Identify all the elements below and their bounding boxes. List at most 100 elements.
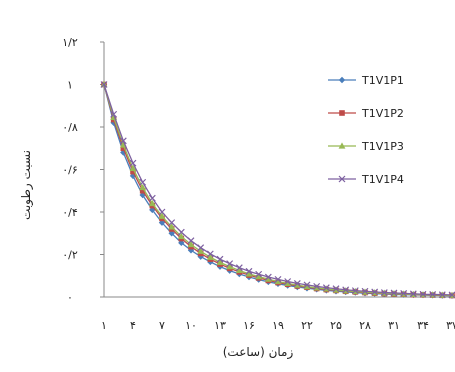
data-point-triangle <box>255 273 263 280</box>
data-point-diamond <box>129 172 137 180</box>
data-point-x <box>139 178 147 186</box>
legend-label: T1V1P1 <box>361 74 404 87</box>
data-point-x <box>438 291 446 299</box>
x-axis-title: زمان (ساعت) <box>223 345 294 360</box>
data-point-x-stroke <box>235 264 243 272</box>
data-point-x <box>158 208 166 216</box>
data-point-x-stroke <box>448 291 455 299</box>
data-point-x-stroke <box>313 282 321 290</box>
data-point-x-stroke <box>338 175 346 183</box>
data-point-x-stroke <box>400 289 408 297</box>
data-point-triangle <box>235 266 243 274</box>
series-t1v1p4 <box>100 81 455 299</box>
y-tick-label: ۱ <box>67 79 73 92</box>
data-point-x-stroke <box>139 178 147 186</box>
legend-item: T1V1P1 <box>328 74 404 87</box>
data-point-x <box>448 291 455 299</box>
x-tick-label: ۲۵ <box>330 319 342 332</box>
data-point-triangle <box>177 232 185 240</box>
legend-item: T1V1P2 <box>328 107 404 120</box>
data-point-x-stroke <box>255 270 263 278</box>
data-point-x-stroke <box>110 110 118 118</box>
data-point-x-stroke <box>119 137 127 145</box>
data-point-x <box>342 286 350 294</box>
data-point-x <box>313 282 321 290</box>
data-point-square <box>130 168 136 175</box>
data-point-x <box>235 264 243 272</box>
data-point-x <box>255 270 263 278</box>
data-point-diamond <box>120 149 127 156</box>
data-point-x <box>148 194 156 202</box>
data-point-x <box>168 219 176 227</box>
x-tick-label: ۱۹ <box>272 319 284 332</box>
x-tick-label: ۱۰ <box>185 319 197 332</box>
data-point-diamond <box>338 76 346 84</box>
data-point-x <box>338 175 346 183</box>
data-point-triangle <box>245 270 253 277</box>
data-point-x-stroke <box>187 237 195 245</box>
y-tick-label: ۰ <box>67 291 73 304</box>
data-point-x <box>409 290 417 298</box>
data-point-x <box>264 273 272 281</box>
data-point-triangle <box>158 212 166 219</box>
data-point-x <box>187 237 195 245</box>
data-point-square <box>339 110 345 116</box>
data-point-x-stroke <box>274 275 282 283</box>
y-axis-title: نسبت رطوبت <box>19 150 34 220</box>
data-point-x-stroke <box>332 285 340 293</box>
data-point-x <box>226 260 234 268</box>
data-point-x <box>206 250 214 258</box>
data-point-triangle <box>139 183 147 191</box>
legend-item: T1V1P4 <box>328 173 404 186</box>
data-point-x-stroke <box>168 219 176 227</box>
x-tick-label: ۱۶ <box>243 319 255 332</box>
data-point-triangle <box>226 263 234 270</box>
data-point-x <box>351 287 359 295</box>
series-group <box>100 80 455 299</box>
y-tick-label: ۰/۲ <box>62 249 78 262</box>
data-point-x <box>110 110 118 118</box>
x-tick-label: ۷ <box>159 319 165 332</box>
y-tick-label: ۰/۶ <box>62 164 78 177</box>
y-axis-ticks: ۰ ۰/۲ ۰/۴ ۰/۶ ۰/۸ ۱ ۱/۲ <box>62 36 104 304</box>
data-point-x-stroke <box>129 159 137 167</box>
data-point-x-stroke <box>351 287 359 295</box>
data-point-triangle <box>284 279 292 286</box>
x-tick-label: ۱۳ <box>214 319 226 332</box>
data-point-x-stroke <box>419 290 427 298</box>
data-point-triangle <box>264 275 272 282</box>
data-point-x-stroke <box>100 81 108 88</box>
data-point-x <box>216 255 224 263</box>
data-point-x-stroke <box>264 273 272 281</box>
data-point-x-stroke <box>429 291 437 298</box>
data-point-x <box>390 289 398 297</box>
data-point-triangle <box>206 253 214 260</box>
data-point-x <box>177 228 185 236</box>
x-tick-label: ۳۱ <box>388 319 400 332</box>
y-tick-label: ۰/۴ <box>62 206 78 219</box>
data-point-x-stroke <box>197 244 205 252</box>
data-point-x <box>419 290 427 298</box>
data-point-triangle <box>293 281 301 288</box>
data-point-diamond <box>158 219 166 226</box>
data-point-x <box>129 159 137 167</box>
data-point-triangle <box>274 277 282 285</box>
y-tick-label: ۱/۲ <box>62 36 78 49</box>
data-point-triangle <box>168 223 176 230</box>
x-tick-label: ۴ <box>130 319 136 332</box>
data-point-x <box>197 244 205 252</box>
data-point-x-stroke <box>361 287 369 295</box>
data-point-x-stroke <box>380 289 388 296</box>
data-point-x-stroke <box>148 194 156 202</box>
data-point-x <box>371 288 379 296</box>
data-point-triangle <box>338 142 346 149</box>
x-tick-label: ۳۴ <box>417 319 429 332</box>
legend-label: T1V1P3 <box>361 140 404 153</box>
data-point-x <box>400 289 408 297</box>
data-point-x <box>303 281 311 289</box>
data-point-x-stroke <box>322 284 330 292</box>
data-point-x <box>119 137 127 145</box>
data-point-x-stroke <box>390 289 398 297</box>
x-axis-ticks: ۱ ۴ ۷ ۱۰ ۱۳ ۱۶ ۱۹ ۲۲ ۲۵ ۲۸ ۳۱ ۳۴ ۳۷ <box>101 319 455 332</box>
data-point-x-stroke <box>284 278 292 285</box>
